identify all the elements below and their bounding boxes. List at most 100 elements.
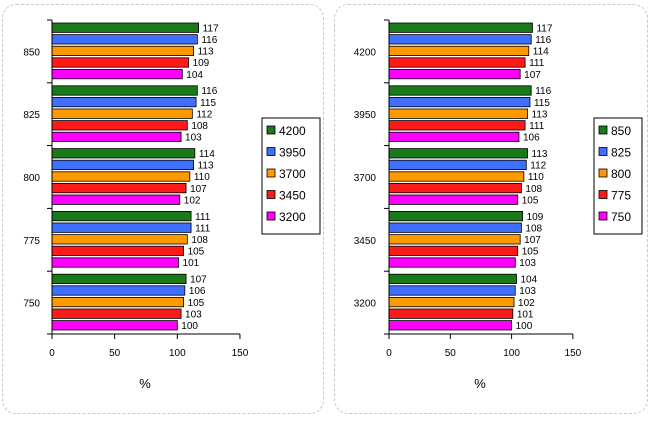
category-label: 775 [23,236,40,247]
legend-label: 4200 [279,124,306,138]
bar [51,97,197,108]
bar [388,34,532,45]
bar [51,34,198,45]
x-tick-label: 50 [109,348,121,359]
bar [51,69,183,80]
bar [51,182,187,194]
category-label: 4200 [354,47,377,58]
bar-value-label: 109 [527,212,544,223]
bar [51,159,194,170]
bar-value-label: 115 [200,98,216,109]
bar [388,194,519,205]
category-label: 825 [23,110,40,121]
bar-value-label: 116 [201,35,217,46]
bar-value-label: 103 [519,286,536,297]
bar [51,57,189,68]
legend-label: 850 [611,124,631,138]
bar-value-label: 108 [525,223,542,234]
bar [388,171,525,182]
bar-value-label: 108 [191,235,208,246]
bar [388,148,528,159]
bar-value-label: 116 [535,35,551,46]
legend-label: 3200 [279,210,306,224]
bar-value-label: 113 [198,161,214,172]
bar-value-label: 113 [198,47,214,58]
bar [388,222,522,233]
bar-value-label: 111 [195,212,211,223]
bar-value-label: 103 [185,309,202,320]
bar-value-label: 113 [532,109,548,120]
bar [51,257,179,268]
category-label: 3700 [354,173,377,184]
bar [388,285,516,296]
bar [388,296,515,308]
bar-value-label: 112 [196,109,212,120]
category-label: 3450 [354,236,377,247]
bar-value-label: 105 [188,247,205,258]
bar [51,210,192,222]
bar [388,45,530,57]
bar-value-label: 117 [536,23,552,34]
bar [51,131,182,142]
bar [388,245,519,256]
category-label: 800 [23,173,40,184]
legend-swatch [598,211,608,221]
bar [388,85,532,96]
bar-value-label: 106 [523,133,540,144]
x-axis-title: % [139,376,151,391]
bar [388,159,527,170]
legend-swatch [266,147,276,156]
legend-swatch [266,168,276,178]
bar-value-label: 111 [529,121,545,132]
bar-value-label: 101 [517,309,534,320]
bar [51,245,184,256]
legend-swatch [266,190,276,199]
legend-label: 3700 [279,167,306,181]
bar-value-label: 110 [528,172,544,183]
legend-swatch [266,125,276,135]
bar-value-label: 106 [189,286,206,297]
bar-value-label: 104 [186,70,203,81]
bar-value-label: 102 [184,195,201,206]
bar [388,131,520,142]
legend-label: 825 [611,146,631,160]
bar-value-label: 101 [183,258,200,269]
legend-swatch [598,147,608,156]
legend-label: 3950 [279,146,306,160]
bar-value-label: 105 [188,298,205,309]
bar-value-label: 100 [181,321,198,332]
bar [388,69,521,80]
legend-swatch [598,168,608,178]
bar [51,45,194,57]
bar [51,320,178,331]
bar-value-label: 103 [185,133,202,144]
bar [51,273,187,285]
x-tick-label: 0 [386,348,392,359]
bar [388,22,533,33]
bar-value-label: 116 [201,86,217,97]
bar [388,120,526,131]
category-label: 3950 [354,110,377,121]
bar-value-label: 112 [530,161,546,172]
bar-value-label: 108 [525,184,542,195]
x-tick-label: 150 [232,348,249,359]
bar-value-label: 109 [193,58,210,69]
legend-label: 3450 [279,189,306,203]
bar-value-label: 114 [199,149,215,160]
bar-value-label: 110 [194,172,210,183]
x-tick-label: 100 [503,348,520,359]
bar [51,285,186,296]
bar [51,222,192,233]
bar-value-label: 105 [522,247,539,258]
bar [388,308,514,319]
bar-value-label: 115 [534,98,550,109]
legend-swatch [266,211,276,221]
bar [388,273,517,285]
bar-value-label: 108 [191,121,208,132]
bar [51,108,193,119]
x-axis-title: % [474,376,486,391]
x-tick-label: 50 [445,348,457,359]
bar [51,171,191,182]
bar [388,257,516,268]
